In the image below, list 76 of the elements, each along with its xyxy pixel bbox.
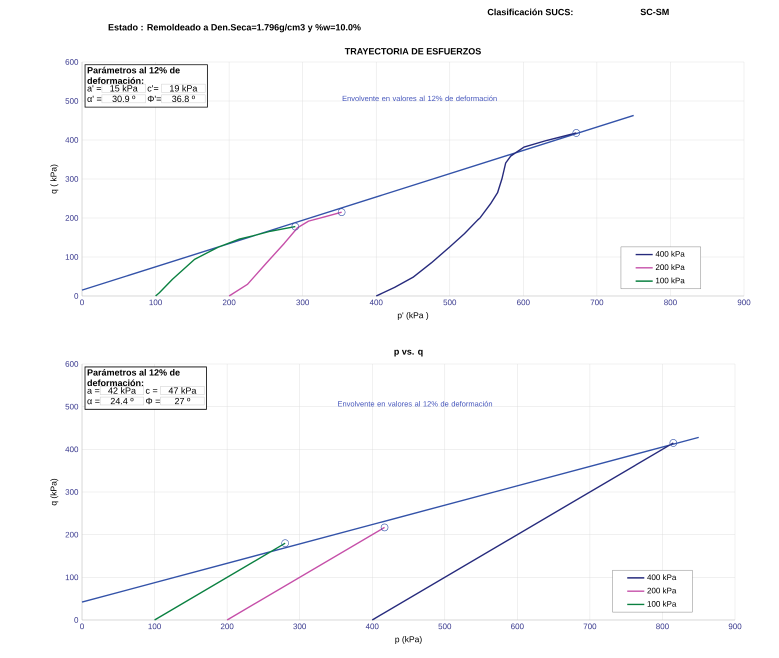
annotation: 24.4 º <box>110 398 134 404</box>
y-tick-label: 0 <box>74 293 78 299</box>
annotation: Φ = <box>146 398 160 404</box>
x-tick-label: 800 <box>664 300 677 306</box>
y-tick-label: 500 <box>65 98 78 104</box>
y-tick-label: 300 <box>65 176 78 182</box>
annotation: 47 kPa <box>168 387 196 394</box>
y-tick-label: 400 <box>65 137 78 143</box>
x-tick-label: 300 <box>296 300 310 306</box>
y-tick-label: 100 <box>66 574 78 580</box>
point <box>572 129 580 137</box>
point <box>380 524 388 532</box>
annotation: c = <box>146 388 158 394</box>
annotation: 15 kPa <box>110 84 138 92</box>
legend-label: 200 kPa <box>647 588 676 594</box>
annotation: α' = <box>87 96 102 102</box>
y-tick-label: 200 <box>66 532 78 538</box>
annotation: c'= <box>148 85 158 92</box>
x-axis-title: p (kPa) <box>395 636 422 644</box>
annotation: α = <box>87 399 100 404</box>
chart-title: p vs. q <box>394 350 423 356</box>
y-axis-title: q (kPa) <box>50 478 58 506</box>
y-tick-label: 600 <box>66 59 78 65</box>
annotation: Parámetros al 12% de deformación: <box>87 368 180 386</box>
annotation: a = <box>87 388 100 394</box>
x-tick-label: 700 <box>590 300 604 306</box>
x-tick-label: 500 <box>438 624 452 630</box>
text: SC-SM <box>640 8 669 16</box>
line-series <box>376 132 577 297</box>
chart-title: TRAYECTORIA DE ESFUERZOS <box>344 48 481 54</box>
point <box>292 222 300 230</box>
y-tick-label: 300 <box>65 489 78 495</box>
annotation: Parámetros al 12% de deformación: <box>87 66 180 84</box>
annotation: 36.8 º <box>172 96 195 102</box>
x-tick-label: 0 <box>80 300 84 306</box>
annotation: Φ'= <box>148 96 161 102</box>
annotation: 19 kPa <box>170 84 198 92</box>
annotation: 30.9 º <box>112 96 136 102</box>
x-tick-label: 200 <box>222 300 236 306</box>
y-tick-label: 600 <box>66 361 78 367</box>
legend-label: 400 kPa <box>647 574 676 580</box>
x-tick-label: 0 <box>80 624 84 630</box>
legend-label: 100 kPa <box>648 600 676 607</box>
point <box>670 439 678 447</box>
y-axis-title: q ( kPa) <box>50 164 58 194</box>
x-tick-label: 500 <box>443 300 456 306</box>
annotation: 27 º <box>174 398 190 404</box>
y-tick-label: 100 <box>66 254 78 260</box>
x-tick-label: 800 <box>656 624 669 630</box>
y-tick-label: 400 <box>65 446 78 452</box>
x-tick-label: 600 <box>517 300 530 306</box>
x-tick-label: 400 <box>370 300 383 306</box>
point <box>338 208 346 216</box>
point <box>281 539 289 547</box>
line-series <box>154 226 296 297</box>
legend-label: 400 kPa <box>656 250 685 257</box>
y-tick-label: 200 <box>66 215 78 221</box>
x-tick-label: 200 <box>220 624 234 630</box>
x-axis-title: p' (kPa ) <box>398 312 428 320</box>
x-tick-label: 900 <box>728 624 742 630</box>
legend-label: 100 kPa <box>656 277 685 284</box>
x-tick-label: 700 <box>584 624 596 630</box>
x-tick-label: 900 <box>738 300 750 306</box>
text: Clasificación SUCS: <box>488 8 572 16</box>
x-tick-label: 300 <box>293 624 306 630</box>
x-tick-label: 100 <box>150 300 162 306</box>
y-tick-label: 500 <box>65 404 78 410</box>
legend-label: 200 kPa <box>656 264 685 270</box>
line-series <box>228 211 342 297</box>
annotation: a' = <box>87 85 102 92</box>
x-tick-label: 600 <box>511 624 524 630</box>
text: Estado : Remoldeado a Den.Seca=1.796g/cm3 y %w=10.0% <box>108 24 361 32</box>
x-tick-label: 100 <box>148 624 161 630</box>
y-tick-label: 0 <box>74 617 78 623</box>
annotation: 42 kPa <box>108 387 136 394</box>
x-tick-label: 400 <box>366 624 379 630</box>
